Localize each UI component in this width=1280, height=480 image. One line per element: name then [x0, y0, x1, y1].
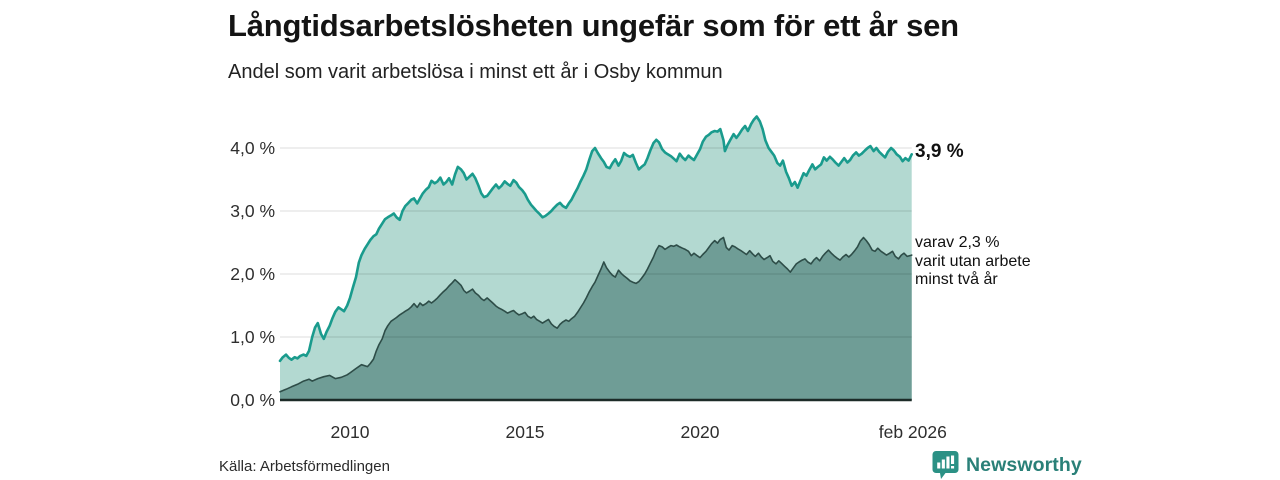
source-attribution: Källa: Arbetsförmedlingen [219, 458, 390, 475]
secondary-series-label: varav 2,3 % varit utan arbete minst två … [915, 234, 1031, 290]
logo-exclamation-dot [951, 466, 955, 469]
newsworthy-logo: Newsworthy [932, 450, 1082, 480]
page-title: Långtidsarbetslösheten ungefär som för e… [228, 8, 959, 43]
newsworthy-logo-text: Newsworthy [966, 453, 1082, 476]
y-tick-label-0: 0,0 % [230, 390, 275, 410]
series-area-1 [280, 237, 912, 400]
logo-bar-tall [946, 456, 950, 469]
chart-subtitle: Andel som varit arbetslösa i minst ett å… [228, 61, 723, 83]
x-tick-label-2010: 2010 [331, 422, 370, 442]
secondary-label-line1: varav 2,3 % [915, 234, 1000, 251]
secondary-label-line2: varit utan arbete [915, 252, 1031, 270]
y-tick-label-1: 1,0 % [230, 327, 275, 347]
series-line-0 [278, 115, 913, 363]
logo-bubble-shape [932, 451, 959, 479]
latest-value-label: 3,9 % [915, 141, 964, 162]
y-tick-label-4: 4,0 % [230, 138, 275, 158]
y-tick-label-2: 2,0 % [230, 264, 275, 284]
logo-bar-small [937, 462, 941, 469]
secondary-label-line3: minst två år [915, 271, 998, 288]
newsworthy-logo-icon [932, 451, 959, 479]
series-line-1 [279, 236, 913, 393]
logo-bar-medium [941, 459, 945, 469]
x-tick-label-feb-2026: feb 2026 [879, 422, 947, 442]
logo-exclamation-bar [951, 455, 955, 464]
x-tick-label-2015: 2015 [506, 422, 545, 442]
x-tick-label-2020: 2020 [681, 422, 720, 442]
y-tick-label-3: 3,0 % [230, 201, 275, 221]
